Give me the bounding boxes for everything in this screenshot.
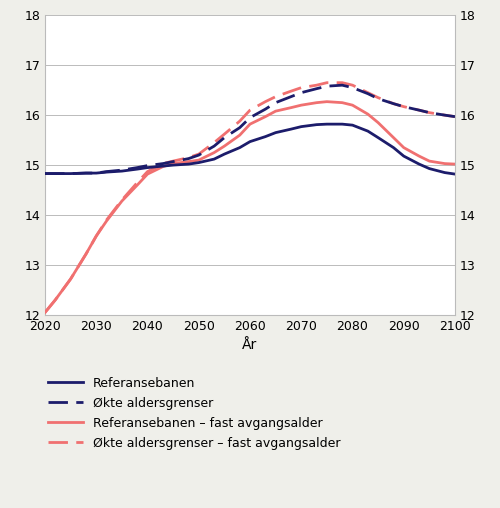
X-axis label: År: År (242, 338, 258, 353)
Legend: Referansebanen, Økte aldersgrenser, Referansebanen – fast avgangsalder, Økte ald: Referansebanen, Økte aldersgrenser, Refe… (43, 372, 346, 455)
